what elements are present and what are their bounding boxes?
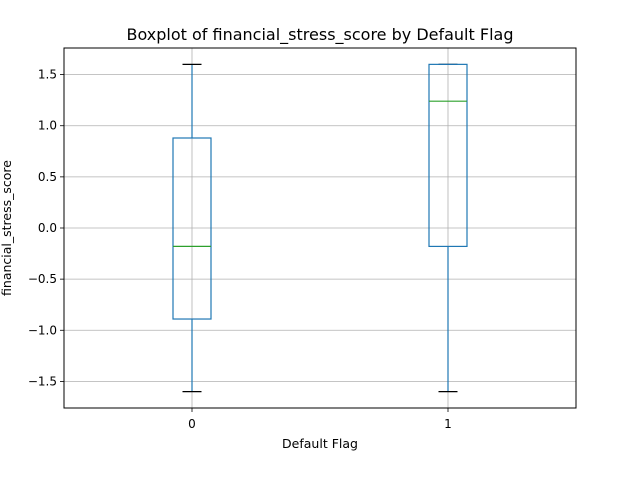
y-tick-label: −1.0 bbox=[28, 323, 57, 337]
y-axis-label: financial_stress_score bbox=[0, 160, 14, 296]
box-layer bbox=[172, 63, 468, 393]
y-tick-label: 1.5 bbox=[38, 68, 57, 82]
y-tick-label: 0.0 bbox=[38, 221, 57, 235]
x-tick-label: 1 bbox=[444, 417, 452, 431]
y-tick-label: −0.5 bbox=[28, 272, 57, 286]
y-tick-label: 0.5 bbox=[38, 170, 57, 184]
y-tick-label: 1.0 bbox=[38, 119, 57, 133]
y-tick-label: −1.5 bbox=[28, 374, 57, 388]
x-tick-label: 0 bbox=[188, 417, 196, 431]
chart-title: Boxplot of financial_stress_score by Def… bbox=[127, 25, 514, 45]
box-group-0 bbox=[172, 63, 212, 393]
box-iqr bbox=[172, 137, 212, 320]
box-group-1 bbox=[428, 63, 468, 393]
box-iqr bbox=[428, 63, 468, 248]
tick-layer: −1.5 −1.0 −0.5 0.0 0.5 1.0 1.5 0 1 bbox=[28, 68, 452, 431]
x-axis-label: Default Flag bbox=[282, 436, 358, 451]
grid-layer bbox=[64, 48, 576, 408]
